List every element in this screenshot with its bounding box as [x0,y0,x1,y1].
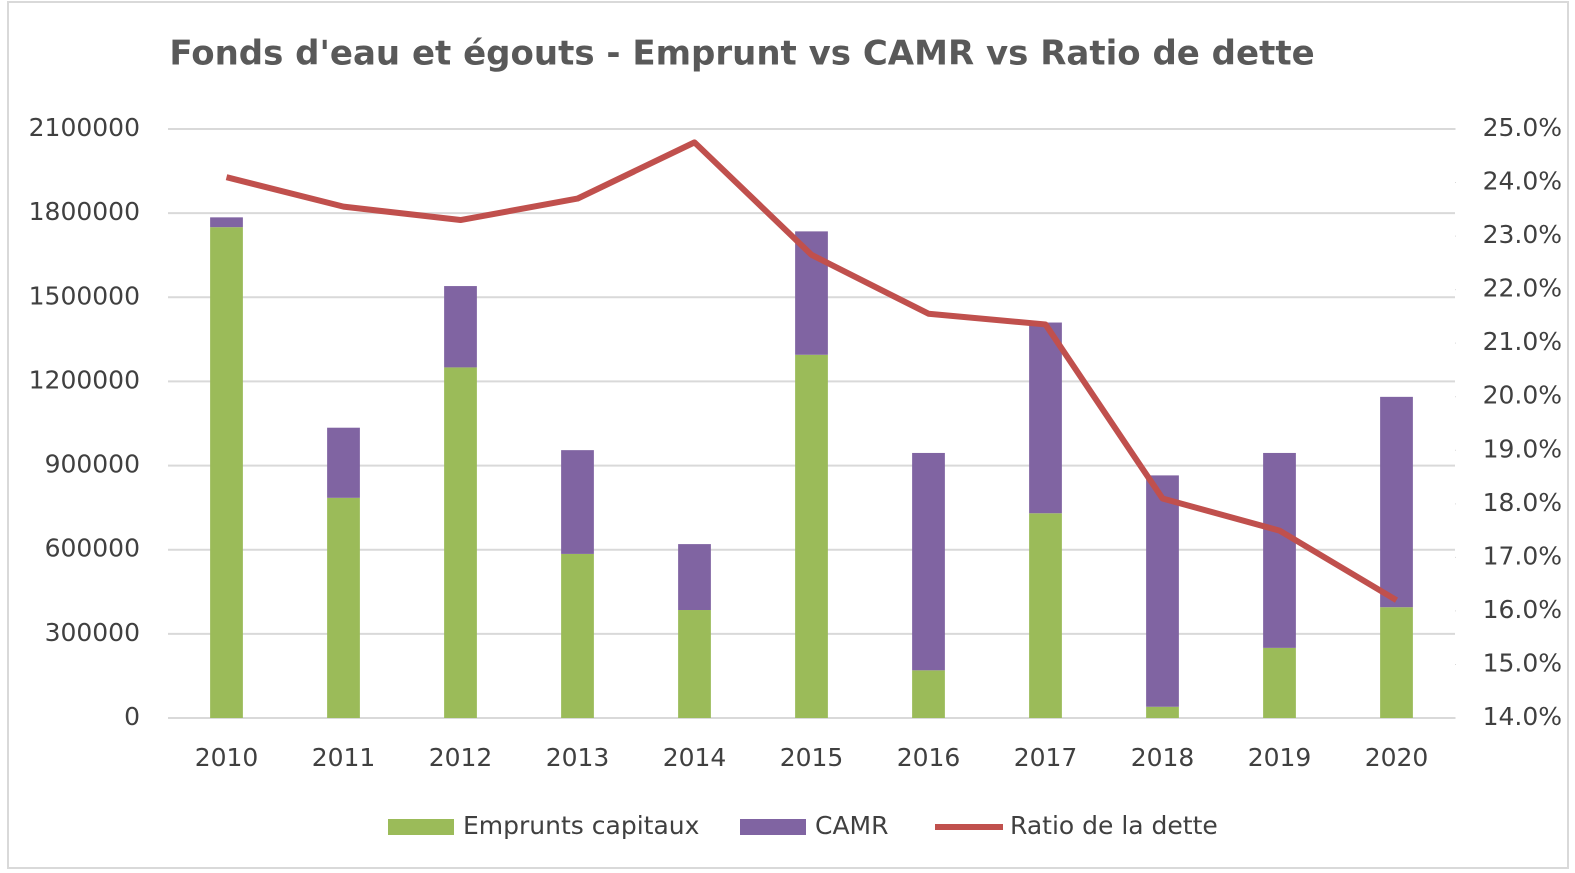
bar [912,670,945,718]
y2-tick-label: 23.0% [1483,220,1562,249]
y2-tick-label: 24.0% [1483,167,1562,196]
x-tick-label: 2014 [663,743,727,772]
bar [795,354,828,718]
y-tick-label: 1800000 [29,197,140,226]
line [225,139,1399,603]
y2-tick-label: 14.0% [1483,702,1562,731]
bar [210,227,243,718]
bar [1263,647,1296,718]
y2-tick-label: 15.0% [1483,648,1562,677]
x-tick-label: 2015 [780,743,844,772]
legend-label: Emprunts capitaux [463,811,699,840]
legend-swatch [740,819,806,835]
x-tick-label: 2020 [1365,743,1429,772]
chart-border [7,1,1569,869]
bar [1029,322,1062,514]
bar [1146,706,1179,718]
y2-tick-label: 19.0% [1483,434,1562,463]
legend-label: CAMR [815,811,889,840]
bar [1380,607,1413,718]
y2-tick-label: 16.0% [1483,595,1562,624]
y2-tick-label: 25.0% [1483,113,1562,142]
x-tick-label: 2018 [1131,743,1195,772]
bar [444,367,477,718]
y-tick-label: 900000 [45,450,140,479]
bar [561,450,594,554]
y-tick-label: 1500000 [29,281,140,310]
x-tick-label: 2010 [195,743,259,772]
y2-tick-label: 22.0% [1483,274,1562,303]
y2-tick-label: 17.0% [1483,541,1562,570]
bar [561,553,594,718]
bar [210,217,243,228]
bar [678,544,711,611]
bar [327,427,360,498]
y2-tick-label: 20.0% [1483,381,1562,410]
x-tick-label: 2011 [312,743,376,772]
bar [1146,475,1179,707]
y-tick-label: 1200000 [29,365,140,394]
bar [1029,513,1062,718]
y-tick-label: 2100000 [29,113,140,142]
bar [912,452,945,671]
bar [444,286,477,368]
y-tick-label: 300000 [45,618,140,647]
x-tick-label: 2019 [1248,743,1312,772]
legend-swatch [388,819,454,835]
bar [795,231,828,355]
y-tick-label: 0 [124,702,140,731]
x-tick-label: 2017 [1014,743,1078,772]
bar [327,497,360,718]
x-tick-label: 2012 [429,743,493,772]
legend-label: Ratio de la dette [1010,811,1218,840]
x-tick-label: 2013 [546,743,610,772]
bar [1380,396,1413,608]
y-tick-label: 600000 [45,534,140,563]
chart-title: Fonds d'eau et égouts - Emprunt vs CAMR … [169,34,1314,74]
x-tick-label: 2016 [897,743,961,772]
bar [1263,452,1296,648]
y2-tick-label: 18.0% [1483,488,1562,517]
bar [678,610,711,718]
y2-tick-label: 21.0% [1483,327,1562,356]
